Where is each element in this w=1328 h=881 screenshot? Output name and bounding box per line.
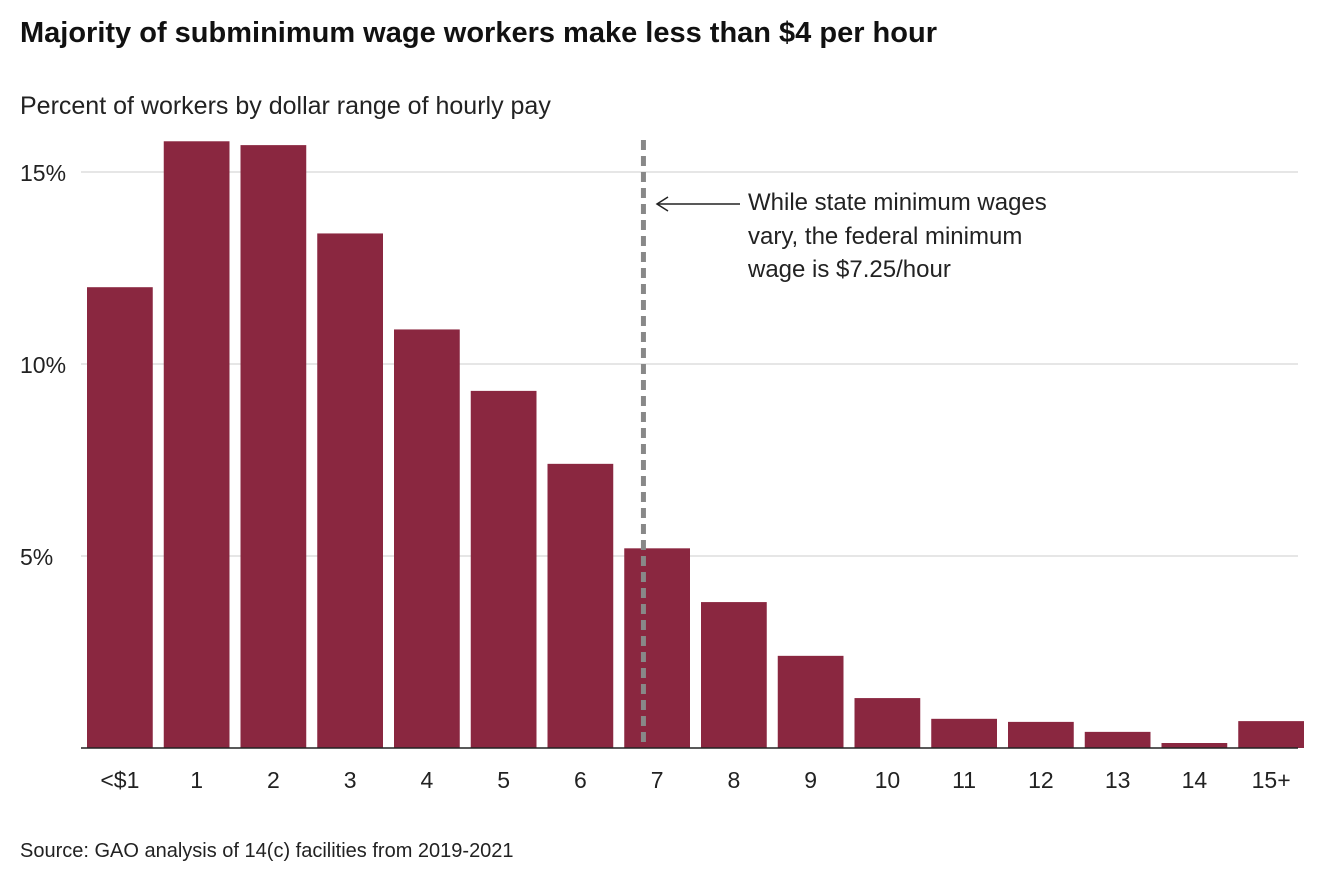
- x-tick-label: 8: [727, 767, 740, 793]
- chart-subtitle: Percent of workers by dollar range of ho…: [20, 92, 551, 120]
- x-tick-label: 15+: [1252, 767, 1291, 793]
- bar: [547, 463, 614, 748]
- x-tick-label: 3: [344, 767, 357, 793]
- bar: [317, 233, 383, 748]
- bar: [701, 602, 767, 748]
- bar: [1161, 743, 1228, 748]
- annotation-line-3: wage is $7.25/hour: [747, 256, 951, 283]
- bar: [394, 329, 460, 748]
- bar: [470, 390, 537, 748]
- bar: [931, 718, 997, 748]
- x-tick-label: 1: [190, 767, 203, 793]
- x-tick-label: 9: [804, 767, 817, 793]
- x-tick-label: 7: [651, 767, 664, 793]
- bars: [87, 141, 1304, 748]
- x-tick-label: 13: [1105, 767, 1131, 793]
- x-tick-label: 4: [420, 767, 433, 793]
- bar: [163, 141, 230, 748]
- x-tick-label: 14: [1182, 767, 1208, 793]
- x-tick-label: <$1: [100, 767, 139, 793]
- bar: [1084, 731, 1151, 748]
- x-tick-label: 10: [875, 767, 901, 793]
- x-axis-labels: <$1 1 2 3 4 5 6 7 8 9 10 11 12 13 14 15+: [100, 767, 1290, 793]
- x-tick-label: 11: [952, 767, 976, 793]
- y-tick-label: 10%: [20, 352, 66, 378]
- x-tick-label: 6: [574, 767, 587, 793]
- annotation-line-1: While state minimum wages: [748, 189, 1047, 216]
- bar: [240, 145, 307, 748]
- bar: [624, 548, 690, 748]
- y-tick-label: 15%: [20, 160, 66, 186]
- y-axis-labels: 5% 10% 15%: [20, 160, 66, 570]
- bar: [854, 698, 921, 748]
- chart-title: Majority of subminimum wage workers make…: [20, 17, 937, 49]
- annotation: While state minimum wages vary, the fede…: [655, 189, 1047, 283]
- x-tick-label: 2: [267, 767, 280, 793]
- annotation-line-2: vary, the federal minimum: [748, 223, 1022, 250]
- bar: [1008, 721, 1074, 748]
- bar: [1238, 721, 1304, 748]
- bar: [777, 655, 844, 748]
- x-tick-label: 12: [1028, 767, 1054, 793]
- source-note: Source: GAO analysis of 14(c) facilities…: [20, 840, 514, 862]
- bar: [87, 287, 153, 748]
- x-tick-label: 5: [497, 767, 510, 793]
- y-tick-label: 5%: [20, 544, 53, 570]
- arrowhead-icon: [655, 196, 669, 212]
